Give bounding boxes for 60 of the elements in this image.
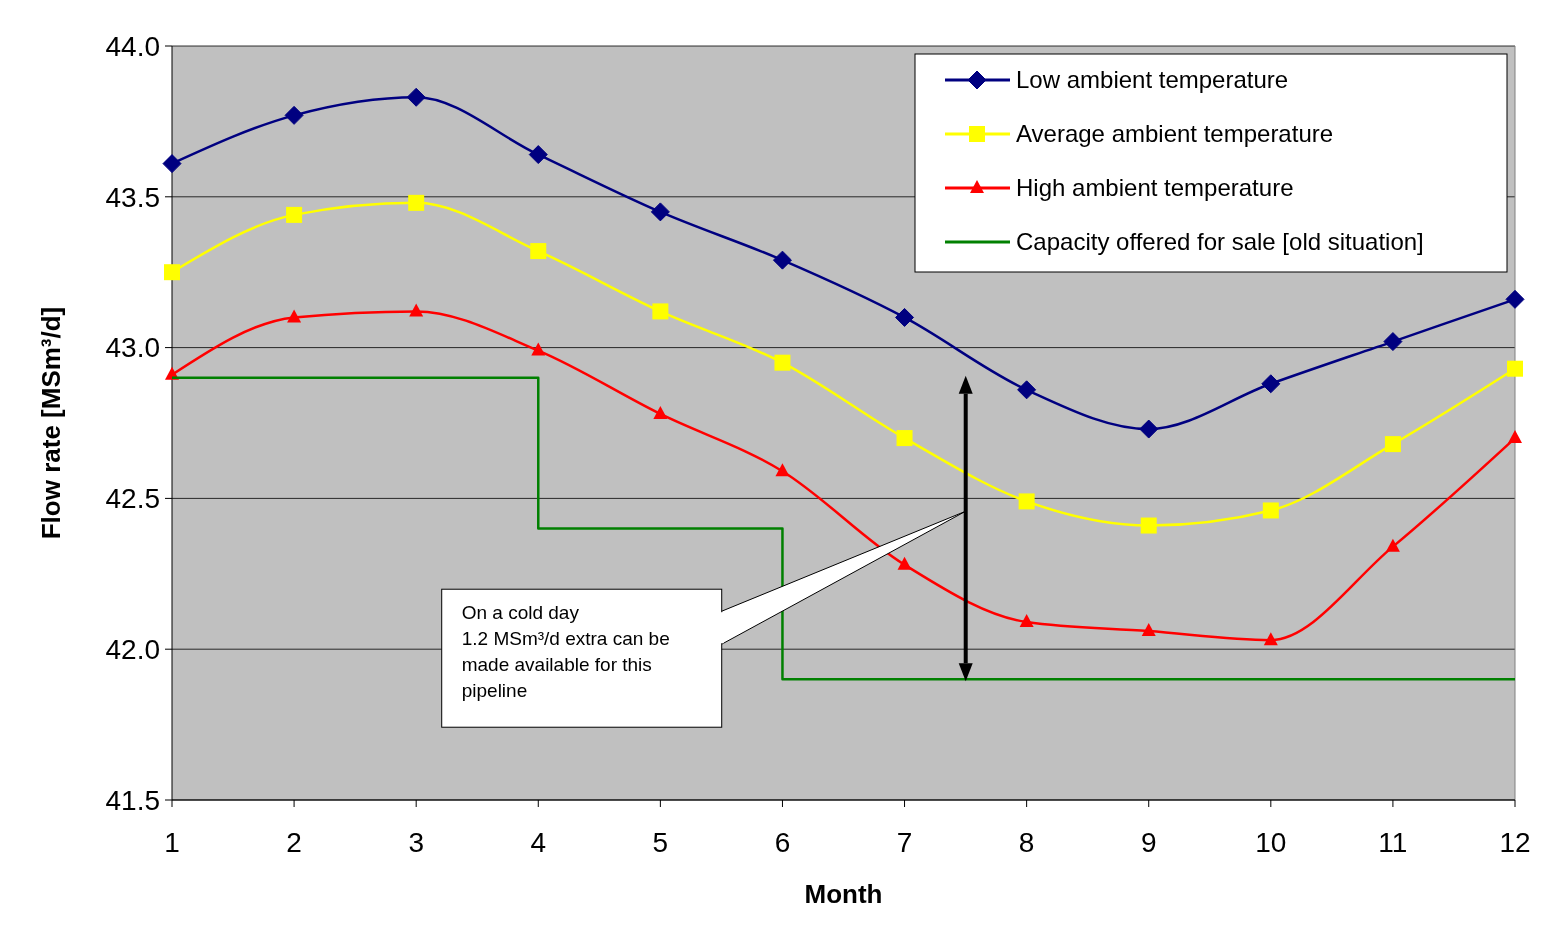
x-tick-label: 8 (1018, 827, 1035, 858)
y-tick-label: 41.5 (105, 784, 160, 816)
x-tick-label: 9 (1140, 827, 1157, 858)
point (1139, 419, 1159, 439)
y-tick-label: 44.0 (105, 30, 160, 62)
point (650, 202, 670, 222)
point (1385, 538, 1400, 552)
point (530, 243, 547, 260)
x-tick-label: 7 (896, 827, 913, 858)
point (1383, 332, 1403, 352)
point (1262, 502, 1279, 519)
legend-label: Low ambient temperature (1016, 66, 1289, 94)
point (528, 145, 548, 165)
point (774, 354, 791, 371)
point (772, 250, 792, 270)
point (1261, 374, 1281, 394)
point (1263, 632, 1278, 646)
point (164, 264, 180, 281)
point (409, 303, 424, 317)
point (531, 342, 546, 356)
x-tick-label: 12 (1499, 827, 1531, 858)
x-axis-title: Month (804, 879, 883, 909)
x-tick-label: 6 (774, 827, 791, 858)
point (286, 206, 303, 223)
point (1017, 380, 1037, 400)
point (162, 154, 182, 174)
point (652, 303, 669, 320)
point (1141, 623, 1156, 637)
point (1018, 493, 1035, 510)
x-tick-label: 2 (286, 827, 302, 858)
point (1505, 289, 1525, 309)
point (895, 307, 915, 327)
x-tick-label: 10 (1255, 827, 1287, 858)
y-tick-label: 43.5 (105, 181, 160, 213)
point (1019, 614, 1034, 628)
point (1508, 430, 1522, 444)
x-tick-label: 3 (408, 827, 424, 858)
y-tick-label: 42.5 (105, 483, 160, 515)
legend-label: Capacity offered for sale [old situation] (1016, 228, 1424, 256)
point (775, 463, 790, 477)
point (653, 405, 668, 419)
annotation: On a cold day 1.2 MSm³/d extra can be made available for this pipeline (461, 602, 670, 702)
x-tick-label: 4 (530, 827, 547, 858)
point (896, 430, 913, 447)
x-tick-label: 11 (1378, 827, 1408, 858)
point (1507, 360, 1523, 377)
point (406, 87, 426, 107)
x-tick-label: 5 (652, 827, 669, 858)
y-tick-label: 42.0 (105, 634, 160, 665)
point (1140, 517, 1157, 534)
legend-label: Average ambient temperature (1016, 120, 1334, 148)
y-axis-title: Flow rate [MSm³/d] (36, 306, 66, 540)
point (897, 556, 912, 570)
point (408, 194, 425, 211)
x-tick-label: 1 (164, 827, 180, 858)
y-tick-label: 43.0 (105, 332, 160, 364)
legend-label: High ambient temperature (1016, 174, 1294, 202)
point (1384, 436, 1401, 453)
point (284, 105, 304, 125)
point (287, 309, 302, 323)
